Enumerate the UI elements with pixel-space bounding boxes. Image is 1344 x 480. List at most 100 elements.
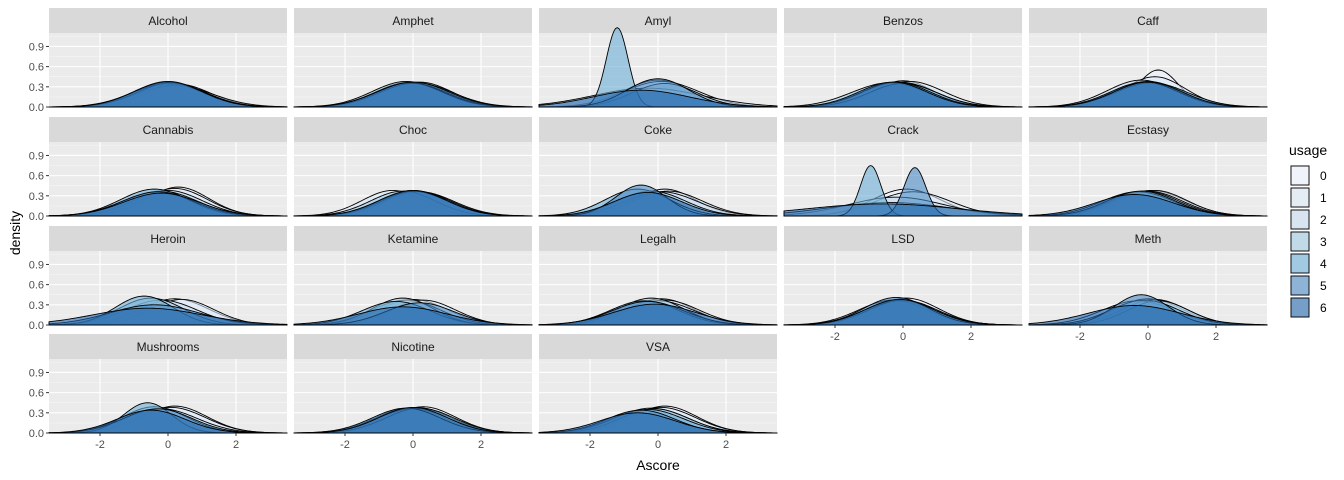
facet-strip <box>1029 226 1267 251</box>
y-tick-label: 0.6 <box>29 280 44 292</box>
facet-panel-legalh: Legalh <box>538 226 778 326</box>
facet-title: Caff <box>1137 14 1159 28</box>
density-curve-usage-6 <box>1028 81 1268 108</box>
x-tick-label: 0 <box>1145 331 1151 343</box>
facet-panel-ecstasy: Ecstasy <box>1028 117 1268 217</box>
x-tick-label: -2 <box>585 439 595 451</box>
facet-strip <box>784 226 1022 251</box>
legend-label: 6 <box>1320 301 1327 315</box>
legend-key-2 <box>1290 209 1310 230</box>
y-axes: 0.0 0.3 0.6 0.9 0.0 0.3 0.6 0.9 0.0 0.3 0.6 0.9 0.0 0… <box>29 41 49 440</box>
legend-key-1 <box>1290 187 1310 208</box>
density-curve-usage-6 <box>48 409 288 434</box>
x-tick-label: -2 <box>340 439 350 451</box>
facet-panel-heroin: Heroin <box>48 226 288 326</box>
y-tick-label: 0.9 <box>29 41 44 53</box>
facet-panel-alcohol: Alcohol <box>48 8 288 108</box>
x-tick-label: 0 <box>900 331 906 343</box>
density-curve-usage-6 <box>538 412 778 434</box>
legend-key-6 <box>1290 297 1310 318</box>
y-tick-label: 0.6 <box>29 171 44 183</box>
facet-strip <box>49 226 287 251</box>
legend-label: 5 <box>1320 279 1327 293</box>
facet-strip <box>49 8 287 33</box>
facet-strip <box>294 117 532 142</box>
x-axes: -2 0 2 -2 0 2 -2 0 2 -2 0 2 -2 0 2 <box>95 325 1219 451</box>
facet-strip <box>1029 8 1267 33</box>
facet-title: Ecstasy <box>1127 123 1169 137</box>
facet-strip <box>539 226 777 251</box>
facet-title: Benzos <box>883 14 923 28</box>
x-tick-label: 0 <box>410 439 416 451</box>
legend: usage 0 1 2 3 4 5 6 <box>1289 142 1327 318</box>
y-tick-label: 0.3 <box>29 191 44 203</box>
x-tick-label: 2 <box>968 331 974 343</box>
facet-strip <box>1029 117 1267 142</box>
facet-panel-cannabis: Cannabis <box>48 117 288 217</box>
facet-title: LSD <box>891 232 915 246</box>
legend-title: usage <box>1289 142 1327 158</box>
facet-title: Cannabis <box>143 123 194 137</box>
facet-title: Ketamine <box>388 232 439 246</box>
facet-strip <box>539 8 777 33</box>
density-curve-usage-6 <box>1028 194 1268 217</box>
density-curve-usage-6 <box>293 81 533 108</box>
density-curve-usage-6 <box>783 203 1023 217</box>
y-tick-label: 0.9 <box>29 150 44 162</box>
x-tick-label: 2 <box>723 439 729 451</box>
legend-key-5 <box>1290 275 1310 296</box>
facet-panel-meth: Meth <box>1028 226 1268 326</box>
y-tick-label: 0.3 <box>29 300 44 312</box>
legend-label: 3 <box>1320 235 1327 249</box>
x-tick-label: -2 <box>1075 331 1085 343</box>
legend-label: 1 <box>1320 191 1327 205</box>
legend-key-3 <box>1290 231 1310 252</box>
x-tick-label: 2 <box>478 439 484 451</box>
facet-title: Coke <box>644 123 672 137</box>
density-curve-usage-6 <box>293 189 533 217</box>
density-curve-usage-6 <box>48 80 288 108</box>
facet-strip <box>294 334 532 359</box>
x-tick-label: 0 <box>165 439 171 451</box>
facet-title: Amphet <box>392 14 434 28</box>
facet-panel-crack: Crack <box>783 117 1023 217</box>
y-axis-title: density <box>7 211 23 255</box>
facet-panel-ketamine: Ketamine <box>293 226 533 326</box>
y-tick-label: 0.6 <box>29 388 44 400</box>
facet-title: Crack <box>887 123 919 137</box>
facet-panel-choc: Choc <box>293 117 533 217</box>
density-curve-usage-6 <box>783 81 1023 108</box>
legend-key-0 <box>1290 165 1310 186</box>
facet-panels: Alcohol Amphet Amyl Benzos Caff Cannabis Choc C… <box>48 8 1268 434</box>
facet-strip <box>539 117 777 142</box>
facet-panel-mushrooms: Mushrooms <box>48 334 288 434</box>
facet-title: Amyl <box>645 14 672 28</box>
facet-panel-coke: Coke <box>538 117 778 217</box>
facet-panel-amyl: Amyl <box>538 8 778 108</box>
y-tick-label: 0.6 <box>29 62 44 74</box>
y-tick-label: 0.3 <box>29 408 44 420</box>
facet-strip <box>294 226 532 251</box>
density-curve-usage-6 <box>48 307 288 326</box>
facet-title: Alcohol <box>148 14 187 28</box>
density-curve-usage-6 <box>293 406 533 434</box>
facet-title: Legalh <box>640 232 676 246</box>
legend-label: 4 <box>1320 257 1327 271</box>
facet-strip <box>49 117 287 142</box>
density-curve-usage-6 <box>538 191 778 217</box>
x-tick-label: -2 <box>830 331 840 343</box>
y-tick-label: 0.3 <box>29 82 44 94</box>
y-tick-label: 0.9 <box>29 259 44 271</box>
x-tick-label: 2 <box>1213 331 1219 343</box>
legend-label: 0 <box>1320 169 1327 183</box>
facet-title: Meth <box>1135 232 1162 246</box>
facet-title: Heroin <box>150 232 185 246</box>
facet-title: VSA <box>646 340 670 354</box>
x-tick-label: 2 <box>233 439 239 451</box>
y-tick-label: 0.0 <box>29 102 44 114</box>
density-curve-usage-6 <box>783 298 1023 326</box>
y-tick-label: 0.0 <box>29 428 44 440</box>
y-tick-label: 0.0 <box>29 211 44 223</box>
density-curve-usage-6 <box>48 192 288 217</box>
